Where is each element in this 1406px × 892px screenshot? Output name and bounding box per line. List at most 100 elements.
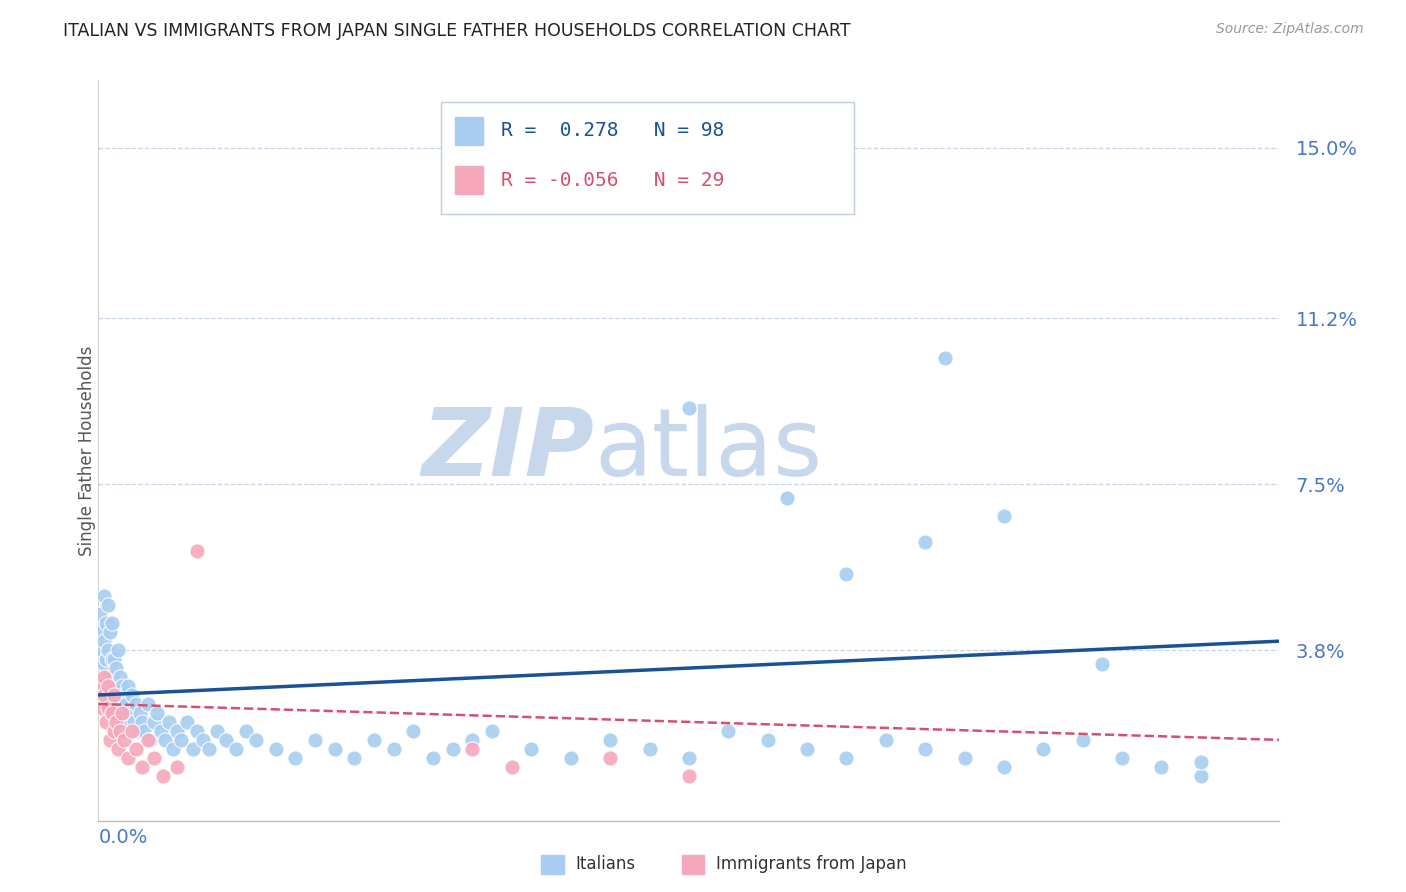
Point <box>108 670 131 684</box>
Point <box>1111 751 1133 765</box>
Text: Italians: Italians <box>575 855 636 873</box>
Point <box>363 732 385 747</box>
Point <box>105 714 128 729</box>
Point <box>599 751 621 765</box>
Point <box>98 688 121 702</box>
Point <box>501 760 523 774</box>
Point <box>157 714 180 729</box>
Point <box>93 634 115 648</box>
Point <box>181 742 204 756</box>
Point <box>91 701 114 715</box>
Point <box>107 742 129 756</box>
Text: atlas: atlas <box>595 404 823 497</box>
Point <box>138 732 160 747</box>
Point <box>934 351 956 366</box>
Point <box>89 679 111 693</box>
Y-axis label: Single Father Households: Single Father Households <box>79 345 96 556</box>
Point <box>599 732 621 747</box>
Point <box>105 688 128 702</box>
Point <box>121 723 143 738</box>
Point <box>96 679 118 693</box>
Point <box>953 751 976 765</box>
Point <box>107 643 129 657</box>
Point <box>166 760 188 774</box>
Point <box>117 679 139 693</box>
Point <box>197 742 219 756</box>
Point <box>97 679 120 693</box>
Point <box>1032 742 1054 756</box>
Point <box>117 714 139 729</box>
Point <box>155 732 177 747</box>
Point <box>186 544 208 558</box>
Point <box>162 742 184 756</box>
Point <box>166 723 188 738</box>
Point <box>245 732 267 747</box>
Point <box>122 714 145 729</box>
Point <box>136 697 159 711</box>
Point <box>422 751 444 765</box>
Point <box>96 652 118 666</box>
FancyBboxPatch shape <box>441 103 855 213</box>
Text: Source: ZipAtlas.com: Source: ZipAtlas.com <box>1216 22 1364 37</box>
Point <box>93 688 115 702</box>
Point <box>103 723 125 738</box>
Point <box>461 742 484 756</box>
Point <box>481 723 503 738</box>
Point <box>186 723 208 738</box>
Point <box>191 732 214 747</box>
Point <box>678 751 700 765</box>
Point <box>131 714 153 729</box>
Point <box>284 751 307 765</box>
Point <box>993 508 1015 523</box>
Point <box>176 714 198 729</box>
Point <box>875 732 897 747</box>
Text: ITALIAN VS IMMIGRANTS FROM JAPAN SINGLE FATHER HOUSEHOLDS CORRELATION CHART: ITALIAN VS IMMIGRANTS FROM JAPAN SINGLE … <box>63 22 851 40</box>
Point <box>105 661 128 675</box>
Point <box>835 751 858 765</box>
Point <box>441 742 464 756</box>
Point <box>215 732 238 747</box>
Point <box>235 723 257 738</box>
Point <box>118 706 141 720</box>
Point <box>121 688 143 702</box>
Point <box>776 491 799 505</box>
Point <box>96 616 118 631</box>
Point <box>93 657 115 671</box>
Text: R = -0.056   N = 29: R = -0.056 N = 29 <box>501 170 724 190</box>
Point <box>101 670 124 684</box>
Point <box>107 706 129 720</box>
Point <box>108 723 131 738</box>
Text: R =  0.278   N = 98: R = 0.278 N = 98 <box>501 121 724 140</box>
Point <box>1189 756 1212 770</box>
Point <box>132 723 155 738</box>
Point <box>115 697 138 711</box>
Point <box>125 742 148 756</box>
Point <box>112 706 135 720</box>
Point <box>304 732 326 747</box>
Point <box>96 714 118 729</box>
Point <box>93 589 115 603</box>
Text: Immigrants from Japan: Immigrants from Japan <box>716 855 907 873</box>
Point <box>142 714 165 729</box>
Point <box>678 769 700 783</box>
Point <box>1189 769 1212 783</box>
Point <box>170 732 193 747</box>
Point <box>146 706 169 720</box>
Point <box>205 723 228 738</box>
Point <box>382 742 405 756</box>
Point <box>678 401 700 415</box>
Point <box>103 679 125 693</box>
Bar <box>456 166 484 194</box>
Point <box>1150 760 1173 774</box>
Point <box>638 742 661 756</box>
Point <box>128 706 150 720</box>
Point <box>97 670 120 684</box>
Point <box>402 723 425 738</box>
Point <box>97 599 120 613</box>
Point <box>1091 657 1114 671</box>
Point <box>152 769 174 783</box>
Point <box>111 706 134 720</box>
Point <box>835 566 858 581</box>
Point <box>97 643 120 657</box>
Point <box>993 760 1015 774</box>
